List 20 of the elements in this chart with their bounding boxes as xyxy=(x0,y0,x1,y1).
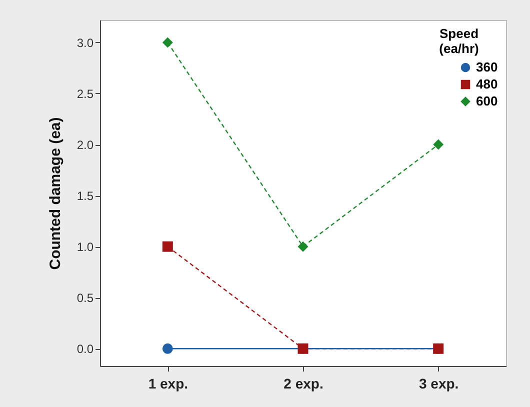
y-tick-label: 1.0 xyxy=(76,240,94,254)
point xyxy=(298,241,308,252)
x-tick-label: 2 exp. xyxy=(284,376,324,392)
y-tick-label: 1.5 xyxy=(76,189,94,204)
legend-title: Speed (ea/hr) xyxy=(439,26,479,56)
y-tick-label: 3.0 xyxy=(76,36,94,50)
point xyxy=(162,37,173,48)
y-tick-label: 2.5 xyxy=(76,86,94,101)
legend-label: 600 xyxy=(476,94,498,108)
point xyxy=(162,241,173,252)
x-tick-label: 1 exp. xyxy=(148,376,188,392)
y-axis-title: Counted damage (ea) xyxy=(46,117,64,270)
y-tick-label: 0.5 xyxy=(76,291,94,306)
x-tick-label: 3 exp. xyxy=(418,376,459,392)
y-tick-label: 0.0 xyxy=(76,342,94,356)
y-tick-label: 2.0 xyxy=(76,138,94,152)
legend-label: 360 xyxy=(476,60,498,74)
legend-label: 480 xyxy=(476,76,498,92)
point xyxy=(162,343,173,354)
point xyxy=(433,139,444,150)
